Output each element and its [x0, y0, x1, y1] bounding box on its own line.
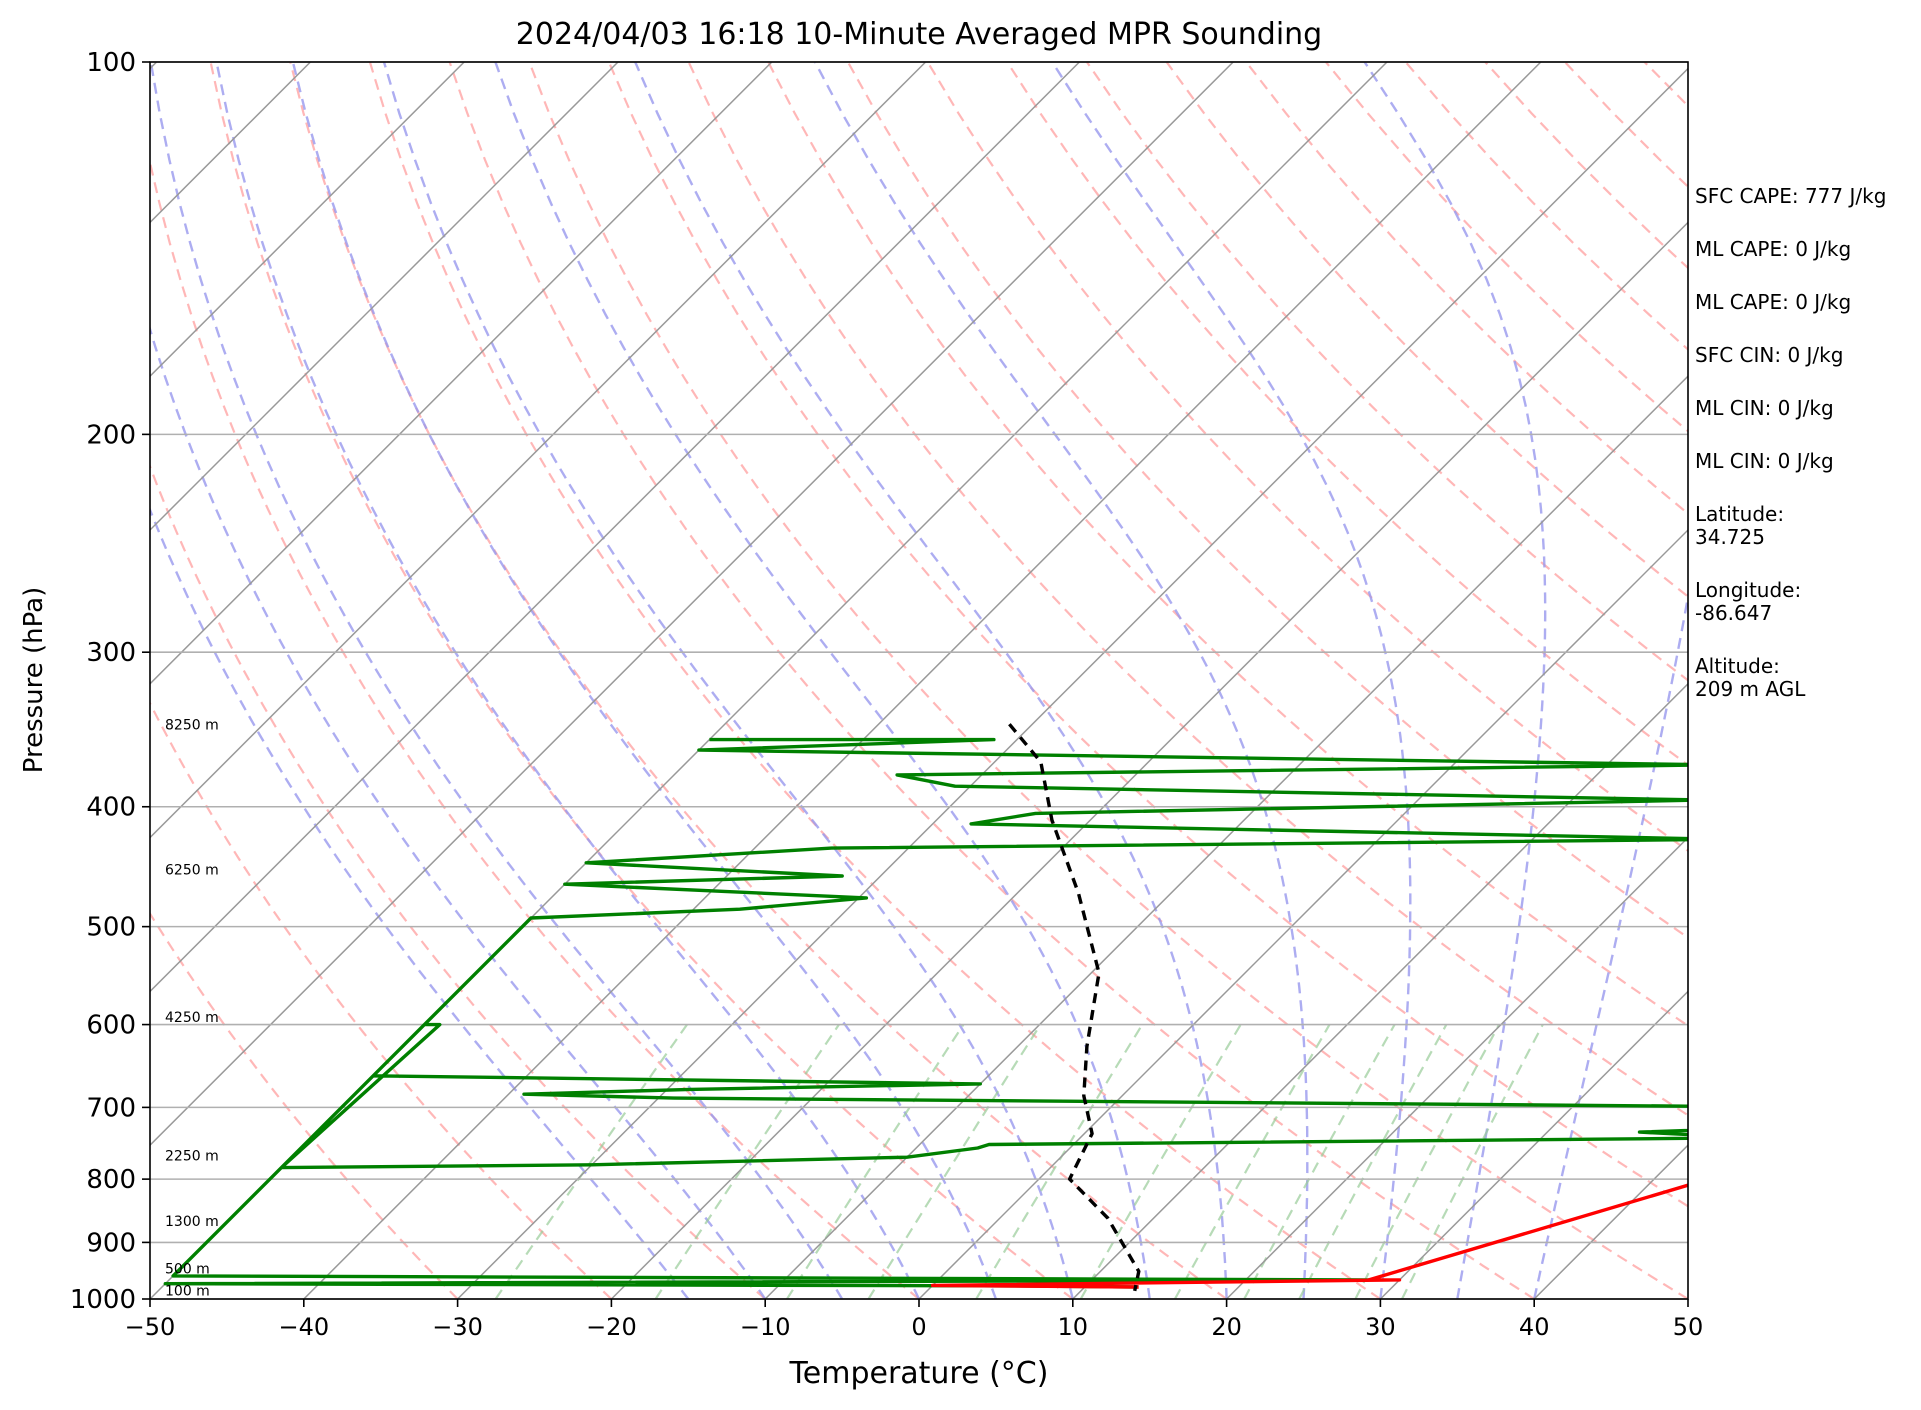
ml-cin-2: ML CIN: 0 J/kg — [1695, 450, 1915, 473]
x-tick-label: −30 — [432, 1313, 483, 1341]
y-tick-label: 500 — [86, 913, 136, 943]
x-tick-label: 30 — [1365, 1313, 1396, 1341]
x-tick-label: 10 — [1058, 1313, 1089, 1341]
y-tick-label: 1000 — [70, 1285, 136, 1315]
y-tick-label: 900 — [86, 1228, 136, 1258]
y-tick-label: 600 — [86, 1011, 136, 1041]
y-tick-label: 200 — [86, 420, 136, 450]
height-label: 6250 m — [165, 862, 219, 878]
y-tick-label: 800 — [86, 1165, 136, 1195]
height-label: 100 m — [165, 1284, 210, 1300]
x-axis-label: Temperature (°C) — [789, 1356, 1049, 1391]
y-axis-label: Pressure (hPa) — [19, 587, 49, 774]
height-label: 8250 m — [165, 717, 219, 733]
x-tick-label: −40 — [278, 1313, 329, 1341]
sfc-cape: SFC CAPE: 777 J/kg — [1695, 185, 1915, 208]
y-tick-label: 400 — [86, 793, 136, 823]
x-tick-label: −10 — [740, 1313, 791, 1341]
x-tick-label: 20 — [1211, 1313, 1242, 1341]
y-tick-label: 700 — [86, 1093, 136, 1123]
ml-cape: ML CAPE: 0 J/kg — [1695, 238, 1915, 261]
chart-title: 2024/04/03 16:18 10-Minute Averaged MPR … — [516, 17, 1322, 52]
ml-cin: ML CIN: 0 J/kg — [1695, 397, 1915, 420]
longitude: Longitude: -86.647 — [1695, 579, 1915, 625]
x-tick-label: 0 — [911, 1313, 926, 1341]
x-tick-label: −50 — [125, 1313, 176, 1341]
sfc-cin: SFC CIN: 0 J/kg — [1695, 344, 1915, 367]
y-tick-label: 100 — [86, 48, 136, 78]
height-label: 500 m — [165, 1261, 210, 1277]
height-label: 4250 m — [165, 1010, 219, 1026]
latitude: Latitude: 34.725 — [1695, 503, 1915, 549]
sounding-parameters: SFC CAPE: 777 J/kg ML CAPE: 0 J/kg ML CA… — [1695, 185, 1915, 731]
y-tick-label: 300 — [86, 638, 136, 668]
x-tick-label: −20 — [586, 1313, 637, 1341]
height-label: 1300 m — [165, 1214, 219, 1230]
height-label: 2250 m — [165, 1149, 219, 1165]
ml-cape-2: ML CAPE: 0 J/kg — [1695, 291, 1915, 314]
x-tick-label: 50 — [1673, 1313, 1704, 1341]
altitude: Altitude: 209 m AGL — [1695, 655, 1915, 701]
x-tick-label: 40 — [1519, 1313, 1550, 1341]
